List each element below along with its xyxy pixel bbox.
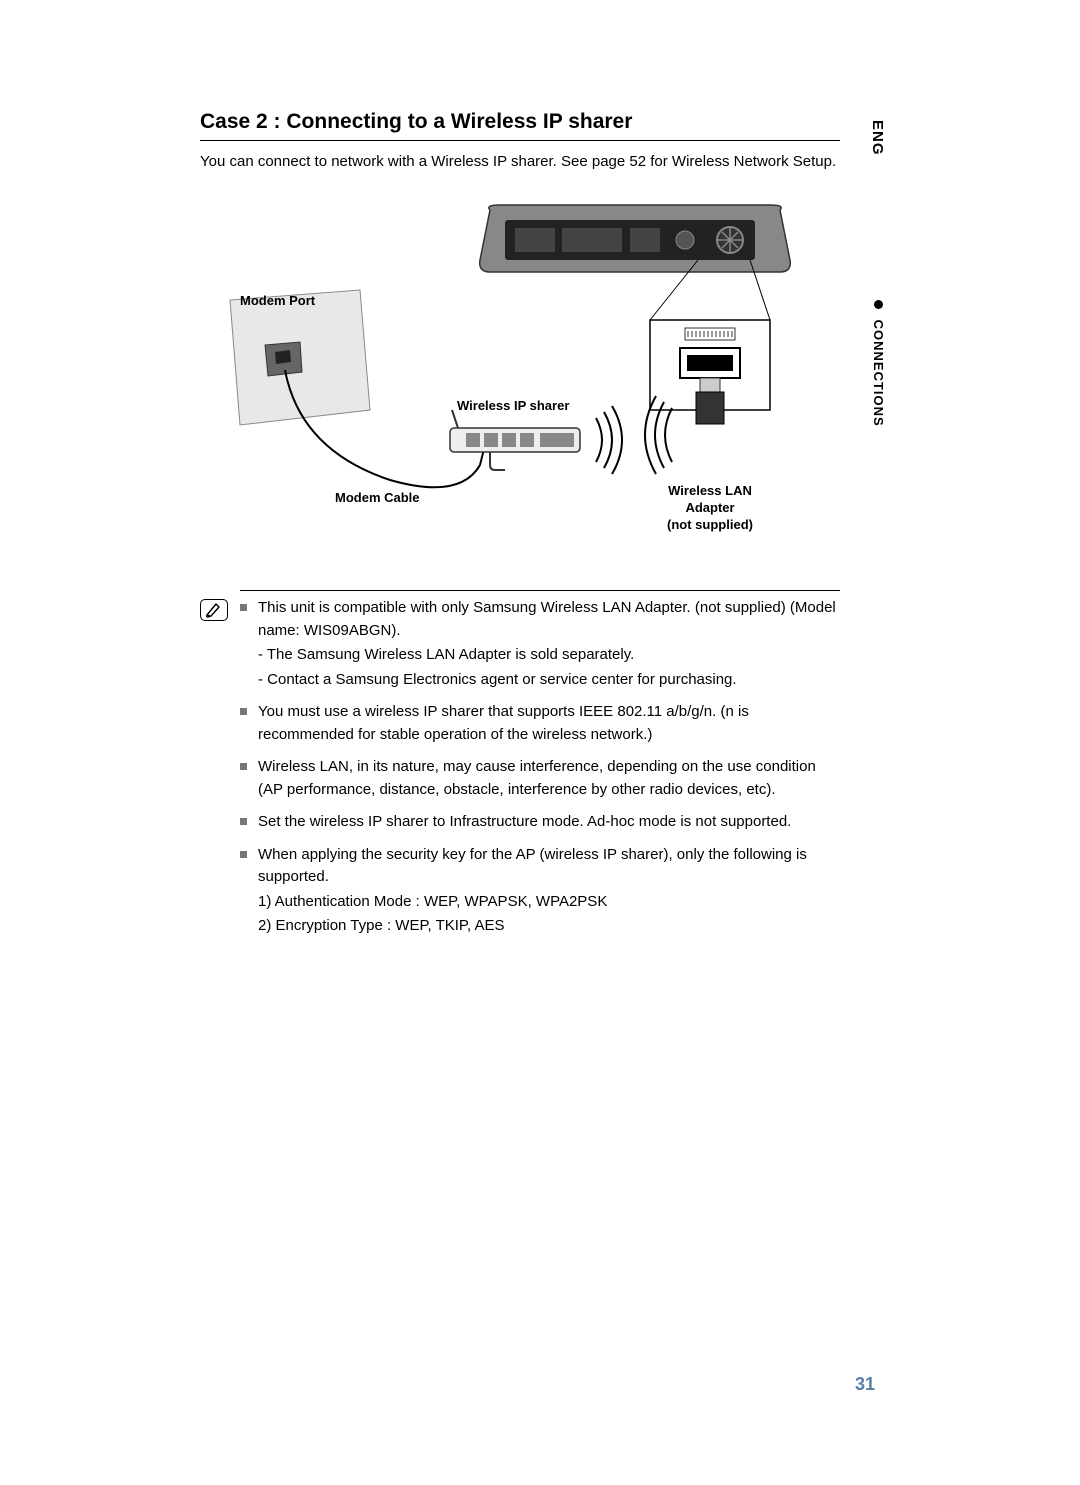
note-text: You must use a wireless IP sharer that s… <box>258 703 749 743</box>
section-title: Case 2 : Connecting to a Wireless IP sha… <box>200 110 840 141</box>
note-item: Wireless LAN, in its nature, may cause i… <box>240 756 840 801</box>
note-list: This unit is compatible with only Samsun… <box>240 597 840 948</box>
router-icon <box>450 410 580 470</box>
note-sub: - Contact a Samsung Electronics agent or… <box>258 669 840 692</box>
intro-text: You can connect to network with a Wirele… <box>200 153 840 170</box>
sidebar-section: CONNECTIONS <box>871 300 886 427</box>
note-text: Set the wireless IP sharer to Infrastruc… <box>258 813 791 830</box>
usb-port-box-icon <box>650 320 770 424</box>
wlan-line1: Wireless LAN <box>668 483 752 498</box>
note-text: When applying the security key for the A… <box>258 846 807 886</box>
diagram-label-modem-cable: Modem Cable <box>335 490 420 505</box>
note-text: This unit is compatible with only Samsun… <box>258 599 836 639</box>
diagram-label-wlan-adapter: Wireless LAN Adapter (not supplied) <box>650 483 770 534</box>
sidebar-language: ENG <box>869 120 886 156</box>
notes-divider <box>240 590 840 591</box>
note-item: When applying the security key for the A… <box>240 844 840 938</box>
diagram-label-modem-port: Modem Port <box>240 293 315 308</box>
note-item: You must use a wireless IP sharer that s… <box>240 701 840 746</box>
note-sub: 1) Authentication Mode : WEP, WPAPSK, WP… <box>258 891 840 914</box>
wall-plate-icon <box>230 290 370 425</box>
wifi-signal-icon <box>596 406 622 474</box>
diagram-label-wireless-sharer: Wireless IP sharer <box>457 398 569 413</box>
note-text: Wireless LAN, in its nature, may cause i… <box>258 758 816 798</box>
sidebar-bullet-icon <box>874 300 883 309</box>
note-item: Set the wireless IP sharer to Infrastruc… <box>240 811 840 834</box>
connection-diagram: Modem Port Wireless IP sharer Modem Cabl… <box>210 200 830 560</box>
page-number: 31 <box>855 1374 875 1395</box>
sidebar-section-label: CONNECTIONS <box>871 320 886 427</box>
note-sub: 2) Encryption Type : WEP, TKIP, AES <box>258 915 840 938</box>
note-item: This unit is compatible with only Samsun… <box>240 597 840 691</box>
note-icon <box>200 599 228 621</box>
note-sub: - The Samsung Wireless LAN Adapter is so… <box>258 644 840 667</box>
device-icon <box>480 205 791 272</box>
wlan-line2: Adapter <box>685 500 734 515</box>
wlan-line3: (not supplied) <box>667 517 753 532</box>
